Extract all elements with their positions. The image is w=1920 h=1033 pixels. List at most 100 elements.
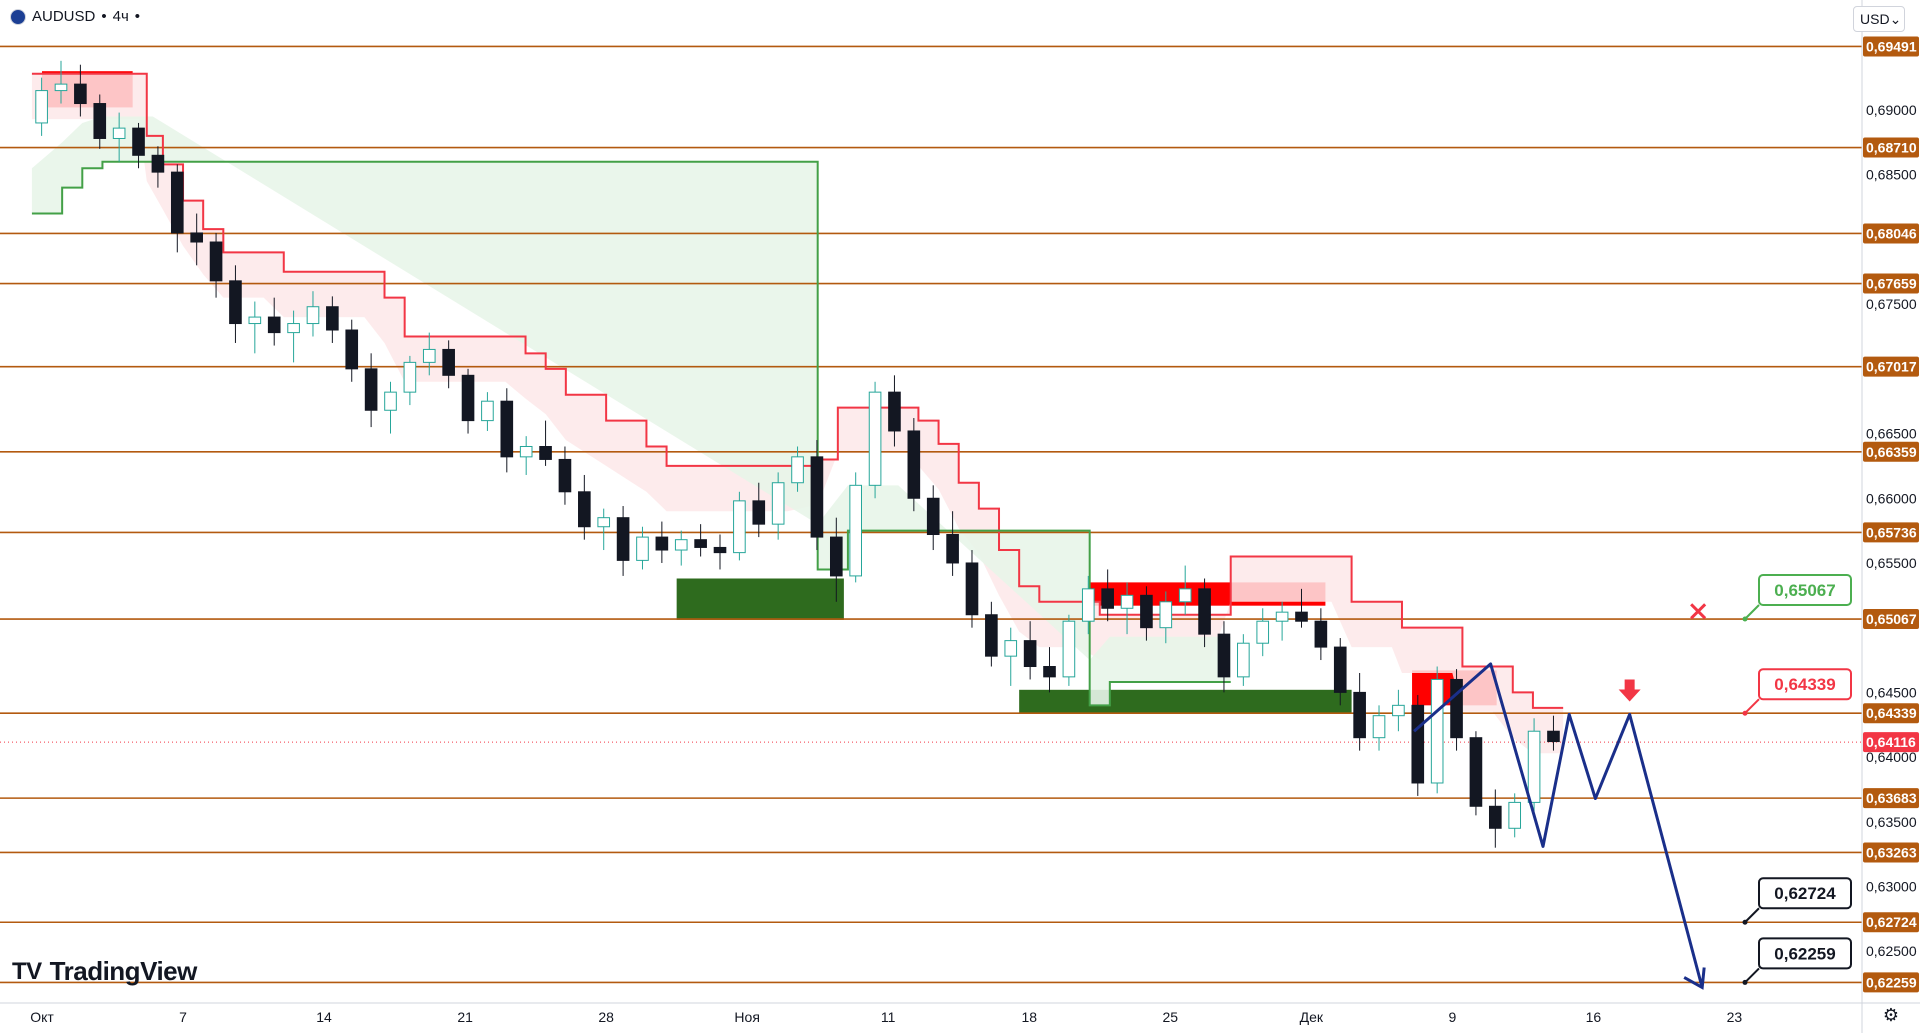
- candle-body-21: [442, 348, 455, 376]
- price-badge-2: [1863, 223, 1919, 244]
- candle-body-60: [1198, 588, 1211, 635]
- gear-icon[interactable]: ⚙: [1882, 1005, 1900, 1025]
- current-price-badge: [1863, 732, 1919, 753]
- candle-body-16: [345, 329, 359, 370]
- candle-body-58: [1159, 601, 1173, 629]
- candle-body-68: [1353, 691, 1366, 739]
- callout-label-3: 0,62259: [1774, 944, 1835, 963]
- symbol-name: AUDUSD: [32, 8, 96, 25]
- candle-body-5: [132, 127, 145, 156]
- price-badge-12: [1863, 972, 1919, 993]
- candle-body-55: [1101, 588, 1114, 609]
- y-tick-label-7: 0,64000: [1866, 749, 1917, 765]
- y-tick-label-1: 0,68500: [1866, 167, 1917, 183]
- candle-body-59: [1178, 588, 1192, 603]
- y-tick-label-5: 0,65500: [1866, 555, 1917, 571]
- candle-body-0: [35, 90, 48, 124]
- candle-body-25: [519, 445, 533, 458]
- x-tick-label-4: 28: [598, 1009, 614, 1025]
- candle-body-63: [1256, 620, 1270, 644]
- candle-body-14: [306, 306, 320, 325]
- candle-body-35: [713, 546, 727, 554]
- candle-body-47: [946, 534, 959, 564]
- candle-body-72: [1430, 678, 1444, 784]
- y-tick-label-9: 0,63000: [1866, 879, 1917, 895]
- candle-body-64: [1275, 611, 1289, 622]
- candle-body-3: [93, 103, 107, 139]
- y-tick-label-3: 0,66500: [1866, 426, 1917, 442]
- candle-body-40: [810, 456, 824, 538]
- x-tick-label-6: 11: [881, 1009, 896, 1025]
- candle-body-10: [229, 280, 242, 325]
- current-price-badge-label: 0,64116: [1866, 734, 1916, 750]
- candle-body-69: [1372, 715, 1386, 739]
- x-tick-label-0: Окт: [30, 1009, 54, 1025]
- price-badge-label-7: 0,65067: [1866, 611, 1917, 627]
- price-badge-9: [1863, 788, 1919, 809]
- y-tick-label-2: 0,67500: [1866, 296, 1917, 312]
- price-badge-0: [1863, 36, 1919, 57]
- logo-text: TradingView: [49, 956, 198, 986]
- x-tick-label-8: 25: [1162, 1009, 1178, 1025]
- callout-pointer-0: [1744, 604, 1760, 620]
- candle-body-51: [1023, 640, 1037, 668]
- band-line-layer: [31, 72, 1564, 709]
- logo-mark: TV: [12, 957, 42, 985]
- candle-layer: [35, 60, 1560, 848]
- candle-body-73: [1450, 678, 1463, 739]
- candle-body-9: [209, 241, 223, 282]
- candle-body-32: [655, 536, 669, 551]
- header-separator: •: [101, 8, 107, 25]
- callout-box-3: [1758, 937, 1852, 970]
- callout-pointer-2: [1744, 907, 1760, 923]
- candle-body-20: [422, 348, 436, 363]
- candle-body-45: [907, 430, 921, 499]
- candle-body-8: [190, 232, 203, 243]
- currency-label: USD: [1860, 11, 1890, 27]
- candle-body-34: [694, 539, 707, 548]
- candle-body-26: [539, 445, 552, 460]
- zone-green-3: [1019, 689, 1352, 714]
- callout-pointer-1: [1744, 698, 1760, 714]
- candle-body-78: [1547, 730, 1560, 743]
- level-line-layer: [0, 45, 1862, 984]
- candle-body-49: [985, 614, 998, 657]
- candle-body-50: [1004, 640, 1018, 657]
- candle-body-54: [1081, 588, 1095, 622]
- candle-body-22: [461, 374, 475, 422]
- y-tick-label-6: 0,64500: [1866, 684, 1917, 700]
- price-badge-label-8: 0,64339: [1866, 705, 1917, 721]
- candle-body-18: [384, 391, 397, 411]
- price-badge-label-12: 0,62259: [1866, 974, 1917, 990]
- candle-body-57: [1140, 594, 1153, 629]
- candle-body-46: [926, 497, 940, 536]
- candle-body-41: [829, 536, 843, 577]
- support-line: [31, 160, 1231, 707]
- x-tick-label-9: Дек: [1300, 1009, 1324, 1025]
- tradingview-logo: TV TradingView: [12, 956, 197, 987]
- candle-body-28: [578, 491, 591, 528]
- x-tick-label-1: 7: [179, 1009, 187, 1025]
- symbol-header[interactable]: AUDUSD • 4ч •: [10, 8, 140, 25]
- candle-body-77: [1527, 730, 1541, 803]
- price-badge-5: [1863, 441, 1919, 462]
- callout-pointer-3: [1744, 967, 1760, 984]
- support-band-fill: [31, 116, 1231, 706]
- price-badge-11: [1863, 912, 1919, 933]
- price-badge-label-5: 0,66359: [1866, 444, 1917, 460]
- price-badge-label-10: 0,63263: [1866, 844, 1917, 860]
- price-badge-label-9: 0,63683: [1866, 790, 1917, 806]
- y-tick-label-4: 0,66000: [1866, 490, 1917, 506]
- candle-body-15: [326, 306, 339, 331]
- candle-body-76: [1508, 801, 1522, 829]
- callout-box-0: [1758, 574, 1852, 607]
- callout-label-2: 0,62724: [1774, 884, 1836, 903]
- candle-body-27: [558, 458, 572, 493]
- forecast-path: [1413, 662, 1704, 988]
- currency-selector[interactable]: USD ⌄: [1853, 6, 1905, 32]
- price-badge-6: [1863, 522, 1919, 543]
- price-badge-8: [1863, 703, 1919, 724]
- candle-body-53: [1062, 620, 1076, 678]
- band-fill-layer: [31, 73, 1564, 754]
